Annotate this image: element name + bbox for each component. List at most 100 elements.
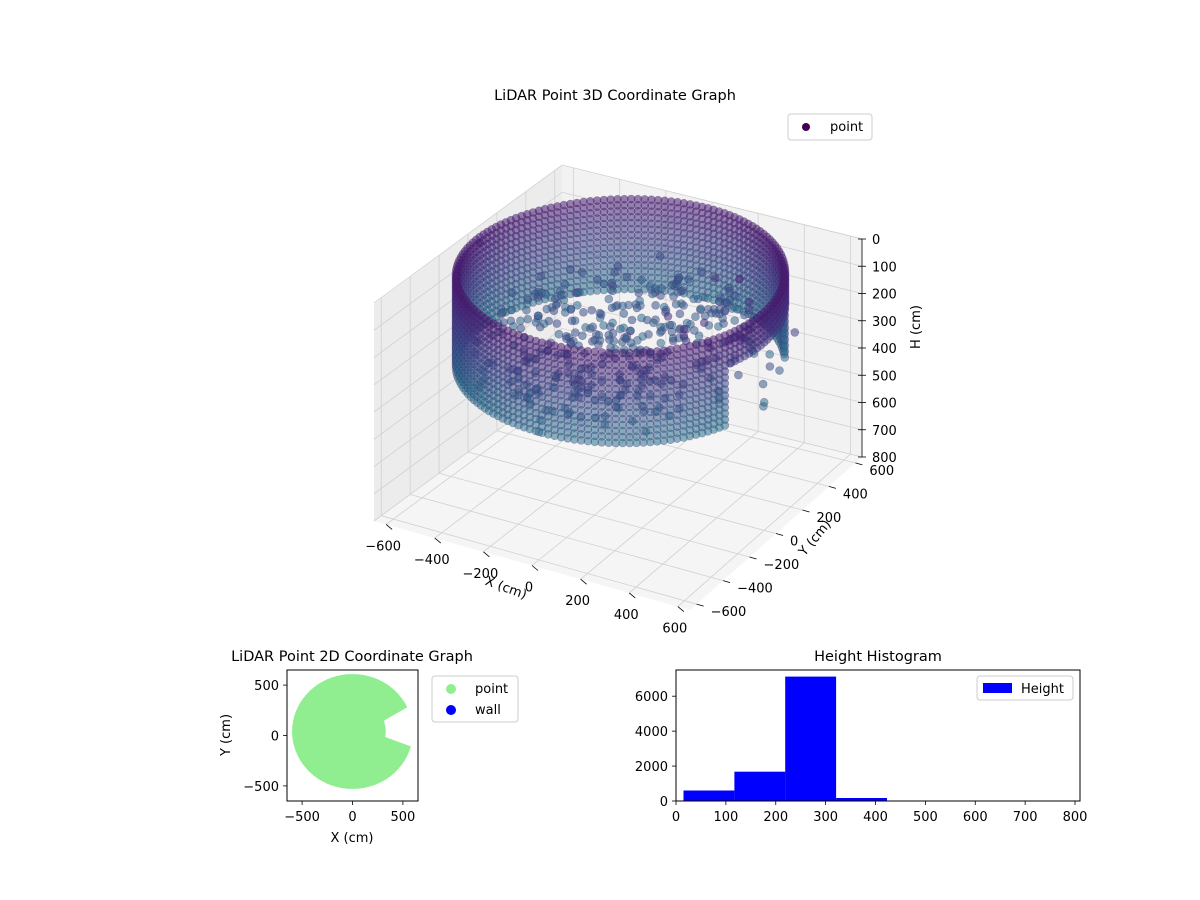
grid-line-y: [410, 494, 724, 581]
data-point: [715, 297, 724, 306]
data-point: [544, 316, 554, 326]
data-point: [594, 340, 603, 350]
data-point: [678, 286, 687, 295]
data-point: [566, 305, 576, 314]
data-point: [523, 314, 533, 324]
title-3d: LiDAR Point 3D Coordinate Graph: [494, 88, 736, 104]
legend-2d: point wall: [431, 675, 519, 723]
z-tick-label: 700: [872, 424, 897, 439]
x-tick-label: 400: [863, 810, 888, 825]
histogram-bar: [683, 790, 735, 801]
data-point: [577, 267, 587, 277]
legend-3d: point: [787, 113, 873, 141]
data-point: [552, 319, 562, 328]
data-point: [722, 298, 732, 308]
data-point: [790, 328, 800, 337]
data-point: [663, 312, 673, 321]
legend-hist: Height: [976, 675, 1074, 701]
y-tick-label: 600: [869, 464, 894, 479]
histogram-bar: [785, 676, 837, 801]
data-point: [595, 308, 605, 318]
legend-label-height: Height: [1021, 682, 1064, 697]
data-point: [758, 379, 768, 389]
legend-label-point: point: [830, 120, 863, 135]
x-tick-label: 200: [763, 810, 788, 825]
data-point: [516, 316, 525, 326]
x-tick-label: 0: [672, 810, 680, 825]
data-point: [720, 306, 729, 316]
x-tick-label: 300: [813, 810, 838, 825]
y-tick: [855, 462, 863, 466]
y-tick-label: −500: [243, 780, 279, 795]
data-point: [611, 302, 620, 311]
data-point: [775, 366, 784, 375]
z-tick-label: 800: [872, 451, 897, 466]
data-point: [542, 304, 552, 314]
data-point: [535, 322, 545, 332]
data-point: [608, 286, 617, 296]
data-point: [655, 251, 665, 261]
data-point: [744, 305, 754, 315]
y-axis-label-2d: Y (cm): [219, 714, 234, 757]
data-point: [644, 330, 653, 339]
z-tick-label: 600: [872, 397, 897, 412]
y-tick-label: −200: [764, 558, 800, 573]
data-point: [508, 288, 517, 298]
grid-line-y: [496, 430, 803, 511]
legend-marker-height: [983, 683, 1012, 693]
floor-pane: [374, 383, 862, 610]
data-point: [642, 315, 652, 325]
data-point: [573, 287, 583, 297]
data-point: [696, 267, 706, 276]
y-tick-label: 0: [271, 730, 279, 745]
data-point: [725, 286, 735, 296]
title-hist: Height Histogram: [814, 649, 942, 665]
y-tick-label: 2000: [635, 760, 668, 775]
y-tick: [802, 509, 810, 513]
data-point: [731, 292, 740, 301]
data-point: [656, 291, 665, 300]
data-point: [679, 331, 689, 341]
y-tick: [828, 486, 837, 489]
data-point: [689, 326, 699, 335]
x-tick-label: 500: [913, 810, 938, 825]
x-tick-label: 400: [614, 608, 639, 623]
data-point: [719, 319, 728, 328]
z-axis-label-3d: H (cm): [909, 305, 924, 349]
data-point: [710, 273, 720, 283]
data-point: [616, 324, 625, 334]
data-point: [534, 427, 544, 437]
data-point: [554, 329, 564, 339]
grid-line-z: [373, 328, 863, 467]
z-tick-label: 400: [872, 342, 897, 357]
y-tick: [722, 580, 731, 583]
data-point: [679, 301, 688, 310]
data-point: [651, 300, 660, 310]
data-point: [622, 272, 632, 282]
histogram-axes: 0 100 200 300 400 500 600 700 800 0 2000 4000 6000 H…: [635, 649, 1088, 825]
y-tick-label: 6000: [635, 690, 668, 705]
y-tick: [749, 556, 757, 560]
data-point: [620, 333, 629, 342]
y-tick-label: 500: [254, 679, 279, 694]
point-cloud-2d: [292, 674, 411, 789]
data-point: [587, 305, 597, 315]
x-axis-label-3d: X (cm): [483, 574, 529, 603]
data-point: [699, 318, 709, 328]
data-point: [604, 330, 614, 340]
data-point: [537, 338, 547, 348]
x-axis-label-2d: X (cm): [331, 831, 374, 846]
data-point: [632, 303, 642, 313]
data-point: [684, 275, 693, 284]
y-tick-label: −400: [737, 582, 773, 597]
point-cloud-3d: [451, 194, 800, 448]
y-axis-label-3d: Y (cm): [795, 517, 834, 560]
x-tick-label: −400: [414, 553, 450, 568]
data-point: [619, 309, 629, 318]
z-tick-label: 0: [872, 233, 880, 248]
data-point: [648, 289, 657, 299]
x-tick-label: 200: [565, 594, 590, 609]
data-point: [668, 336, 678, 346]
data-point: [689, 294, 699, 304]
